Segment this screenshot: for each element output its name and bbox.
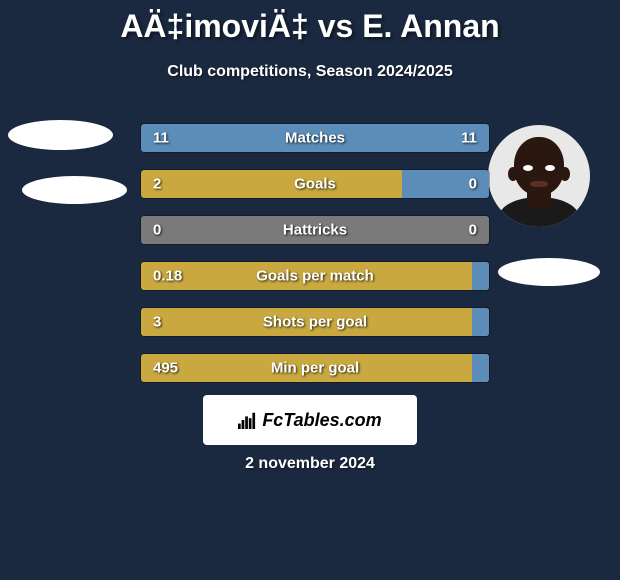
stat-label: Matches xyxy=(285,130,345,147)
stat-bar-right xyxy=(472,262,489,290)
stat-row: 495 Min per goal xyxy=(140,353,490,383)
stat-value-left: 0 xyxy=(153,222,161,239)
stat-value-left: 3 xyxy=(153,314,161,331)
stat-bar-left xyxy=(141,170,402,198)
stat-label: Min per goal xyxy=(271,360,359,377)
player-right-team-placeholder xyxy=(498,258,600,286)
stat-row: 0.18 Goals per match xyxy=(140,261,490,291)
stat-bar-right xyxy=(472,354,489,382)
stat-label: Goals per match xyxy=(256,268,374,285)
comparison-title: AÄ‡imoviÄ‡ vs E. Annan xyxy=(0,0,620,45)
stat-row: 3 Shots per goal xyxy=(140,307,490,337)
stat-value-left: 0.18 xyxy=(153,268,182,285)
player-right-avatar xyxy=(488,125,590,227)
stat-value-right: 11 xyxy=(461,130,477,147)
stat-value-right: 0 xyxy=(469,222,477,239)
stat-row: 2 Goals 0 xyxy=(140,169,490,199)
stat-bar-right xyxy=(472,308,489,336)
stat-value-left: 2 xyxy=(153,176,161,193)
stat-value-left: 11 xyxy=(153,130,169,147)
comparison-date: 2 november 2024 xyxy=(245,455,375,473)
stats-container: 11 Matches 11 2 Goals 0 0 Hattricks 0 0.18 Goals p… xyxy=(140,123,490,399)
player-left-avatar-placeholder-top xyxy=(8,120,113,150)
stat-label: Shots per goal xyxy=(263,314,367,331)
stat-label: Hattricks xyxy=(283,222,347,239)
stat-row: 0 Hattricks 0 xyxy=(140,215,490,245)
stat-value-left: 495 xyxy=(153,360,178,377)
logo-text: FcTables.com xyxy=(262,410,381,431)
stat-value-right: 0 xyxy=(469,176,477,193)
logo-box: FcTables.com xyxy=(203,395,417,445)
stat-label: Goals xyxy=(294,176,336,193)
stat-row: 11 Matches 11 xyxy=(140,123,490,153)
fctables-logo-icon xyxy=(238,411,256,429)
player-left-avatar-placeholder-bottom xyxy=(22,176,127,204)
comparison-subtitle: Club competitions, Season 2024/2025 xyxy=(0,63,620,81)
